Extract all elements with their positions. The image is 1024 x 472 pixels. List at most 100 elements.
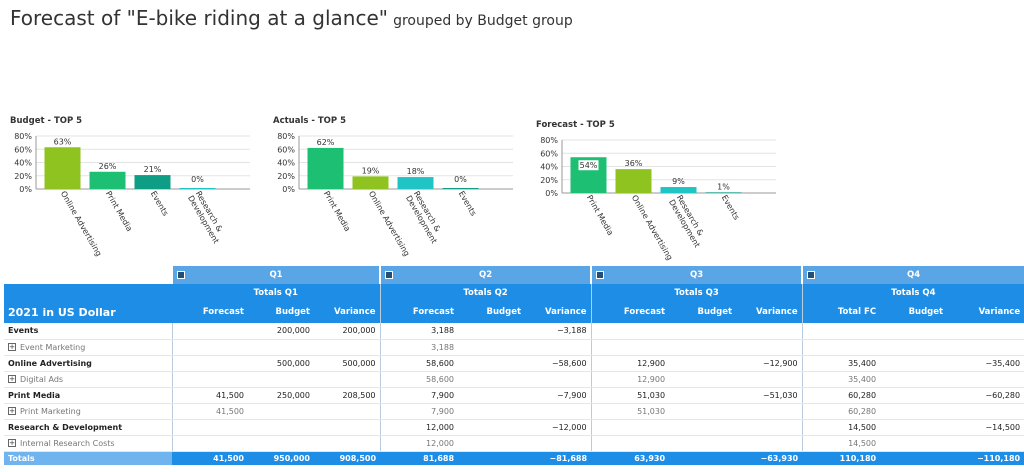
column-header[interactable]: Variance xyxy=(314,301,381,323)
expand-plus-icon[interactable]: + xyxy=(8,439,16,447)
table-cell: 12,900 xyxy=(590,355,670,372)
y-tick-label: 40% xyxy=(540,163,558,172)
table-cell xyxy=(736,403,803,420)
column-header[interactable]: Forecast xyxy=(590,301,670,323)
table-cell xyxy=(669,323,737,340)
bar[interactable] xyxy=(352,176,389,189)
table-cell: −51,030 xyxy=(736,387,803,404)
table-cell xyxy=(590,435,670,452)
table-row-item[interactable]: + Digital Ads 58,600 12,900 35,400 xyxy=(4,371,1024,388)
table-cell xyxy=(458,323,526,340)
row-label-text: Online Advertising xyxy=(8,358,92,368)
column-header[interactable]: Forecast xyxy=(172,301,248,323)
row-label-text: Event Marketing xyxy=(20,342,86,352)
quarter-header-q4[interactable]: Q4 xyxy=(801,266,1024,284)
table-cell xyxy=(171,371,248,388)
table-row-item[interactable]: + Internal Research Costs 12,000 14,500 xyxy=(4,435,1024,452)
column-header[interactable]: Variance xyxy=(525,301,592,323)
table-row-item[interactable]: + Event Marketing 3,188 xyxy=(4,339,1024,356)
table-cell xyxy=(458,371,526,388)
x-tick-label-group: Online Advertising xyxy=(59,190,104,258)
row-label-text: Print Media xyxy=(8,390,61,400)
bar[interactable] xyxy=(307,147,344,189)
table-cell: −58,600 xyxy=(525,355,592,372)
expand-q1-icon[interactable] xyxy=(177,271,185,279)
bar[interactable] xyxy=(442,188,479,189)
expand-plus-icon[interactable]: + xyxy=(8,407,16,415)
bar[interactable] xyxy=(89,171,126,189)
table-cell: 60,280 xyxy=(801,387,881,404)
column-header[interactable]: Budget xyxy=(880,301,948,323)
table-cell xyxy=(801,339,881,356)
bar[interactable] xyxy=(179,188,216,189)
y-tick-label: 60% xyxy=(277,145,295,154)
table-cell: 12,000 xyxy=(379,435,459,452)
bar[interactable] xyxy=(615,169,652,193)
totals-cell: −81,688 xyxy=(525,451,592,465)
x-tick-label: Research &Development xyxy=(186,190,229,246)
bar[interactable] xyxy=(44,147,81,189)
table-cell xyxy=(314,371,381,388)
y-tick-label: 0% xyxy=(282,185,295,194)
row-label-text: Events xyxy=(8,326,39,336)
table-cell xyxy=(458,339,526,356)
table-cell: 41,500 xyxy=(171,387,248,404)
column-header[interactable]: Budget xyxy=(669,301,737,323)
data-label: 0% xyxy=(454,175,467,184)
table-row-group[interactable]: Print Media 41,500 250,000 208,500 7,900 −7,9… xyxy=(4,387,1024,404)
table-row-group[interactable]: Online Advertising 500,000 500,000 58,600 −5… xyxy=(4,355,1024,372)
chart-title: Budget - TOP 5 xyxy=(10,116,82,126)
totals-q2-header: Totals Q2 xyxy=(379,284,592,301)
table-cell xyxy=(736,371,803,388)
quarter-header-q3[interactable]: Q3 xyxy=(590,266,803,284)
table-cell: 14,500 xyxy=(801,435,881,452)
data-label: 54% xyxy=(580,161,598,170)
expand-q4-icon[interactable] xyxy=(807,271,816,279)
y-tick-label: 20% xyxy=(14,172,32,181)
table-row-item[interactable]: + Print Marketing 41,500 7,900 51,030 60,280 xyxy=(4,403,1024,420)
table-cell xyxy=(947,323,1024,340)
table-cell xyxy=(590,323,670,340)
table-cell: 3,188 xyxy=(379,339,459,356)
table-row-group[interactable]: Events 200,000 200,000 3,188 −3,188 xyxy=(4,323,1024,340)
column-header[interactable]: Forecast xyxy=(379,301,459,323)
x-tick-label: Print Media xyxy=(322,190,352,234)
bar[interactable] xyxy=(397,177,434,189)
table-cell xyxy=(736,435,803,452)
table-cell xyxy=(590,419,670,436)
table-cell: 14,500 xyxy=(801,419,881,436)
bar[interactable] xyxy=(134,175,171,189)
expand-plus-icon[interactable]: + xyxy=(8,375,16,383)
totals-q4-header: Totals Q4 xyxy=(801,284,1024,301)
quarter-header-q1[interactable]: Q1 xyxy=(170,266,381,284)
table-cell: 250,000 xyxy=(248,387,314,404)
column-header[interactable]: Budget xyxy=(248,301,314,323)
column-header[interactable]: Budget xyxy=(458,301,526,323)
quarter-header-q2[interactable]: Q2 xyxy=(379,266,592,284)
expand-plus-icon[interactable]: + xyxy=(8,343,16,351)
table-cell xyxy=(314,403,381,420)
bar[interactable] xyxy=(660,187,697,193)
table-cell xyxy=(248,339,314,356)
totals-cell: 950,000 xyxy=(248,451,314,465)
expand-q3-icon[interactable] xyxy=(596,271,605,279)
column-header[interactable]: Variance xyxy=(736,301,803,323)
column-header[interactable]: Total FC xyxy=(801,301,881,323)
expand-q2-icon[interactable] xyxy=(385,271,394,279)
table-cell xyxy=(171,419,248,436)
table-cell: 58,600 xyxy=(379,355,459,372)
budget-chart: Budget - TOP 5 0% 20% 40% 60% 80% 63% Online Ad… xyxy=(8,112,258,262)
table-cell xyxy=(669,403,737,420)
x-tick-label-group: Events xyxy=(720,194,741,222)
x-tick-label-group: Events xyxy=(149,190,170,218)
table-cell xyxy=(458,403,526,420)
totals-q3-header: Totals Q3 xyxy=(590,284,803,301)
row-label: + Internal Research Costs xyxy=(4,435,172,452)
table-row-group[interactable]: Research & Development 12,000 −12,000 14,50… xyxy=(4,419,1024,436)
budget-chart-svg: Budget - TOP 5 0% 20% 40% 60% 80% 63% Online Ad… xyxy=(10,116,250,258)
column-header[interactable]: Variance xyxy=(947,301,1024,323)
bar[interactable] xyxy=(705,192,742,193)
y-tick-label: 40% xyxy=(277,159,295,168)
table-cell xyxy=(525,435,592,452)
table-cell: 35,400 xyxy=(801,355,881,372)
